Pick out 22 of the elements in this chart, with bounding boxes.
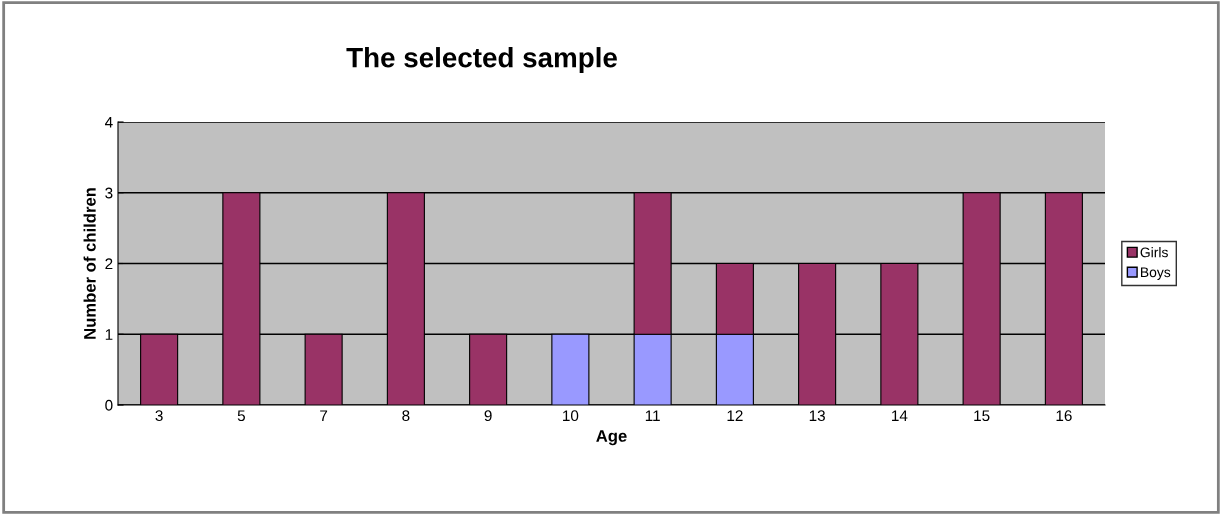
x-tick-label: 10 bbox=[563, 410, 579, 422]
x-tick-label: 16 bbox=[1056, 410, 1072, 422]
x-tick-label: 12 bbox=[727, 410, 743, 421]
y-axis-title: Number of children bbox=[83, 188, 96, 339]
y-tick-label: 2 bbox=[105, 258, 113, 270]
y-tick-label: 3 bbox=[105, 187, 113, 199]
x-tick-label: 13 bbox=[809, 410, 825, 422]
x-axis-title: Age bbox=[596, 430, 627, 446]
y-tick-label: 4 bbox=[104, 117, 113, 128]
x-tick-label: 15 bbox=[974, 410, 990, 422]
x-tick-label: 3 bbox=[155, 410, 163, 422]
x-tick-label: 9 bbox=[484, 410, 492, 422]
y-tick-label: 1 bbox=[105, 329, 113, 340]
x-tick-label: 8 bbox=[402, 410, 410, 422]
x-tick-label: 14 bbox=[892, 410, 908, 421]
legend-label: Girls bbox=[1140, 247, 1168, 258]
chart-title: The selected sample bbox=[346, 47, 617, 73]
legend-label: Boys bbox=[1141, 267, 1171, 280]
x-tick-label: 7 bbox=[320, 410, 328, 421]
y-tick-label: 0 bbox=[105, 399, 113, 411]
x-tick-label: 11 bbox=[645, 410, 660, 421]
x-tick-label: 5 bbox=[237, 410, 245, 422]
